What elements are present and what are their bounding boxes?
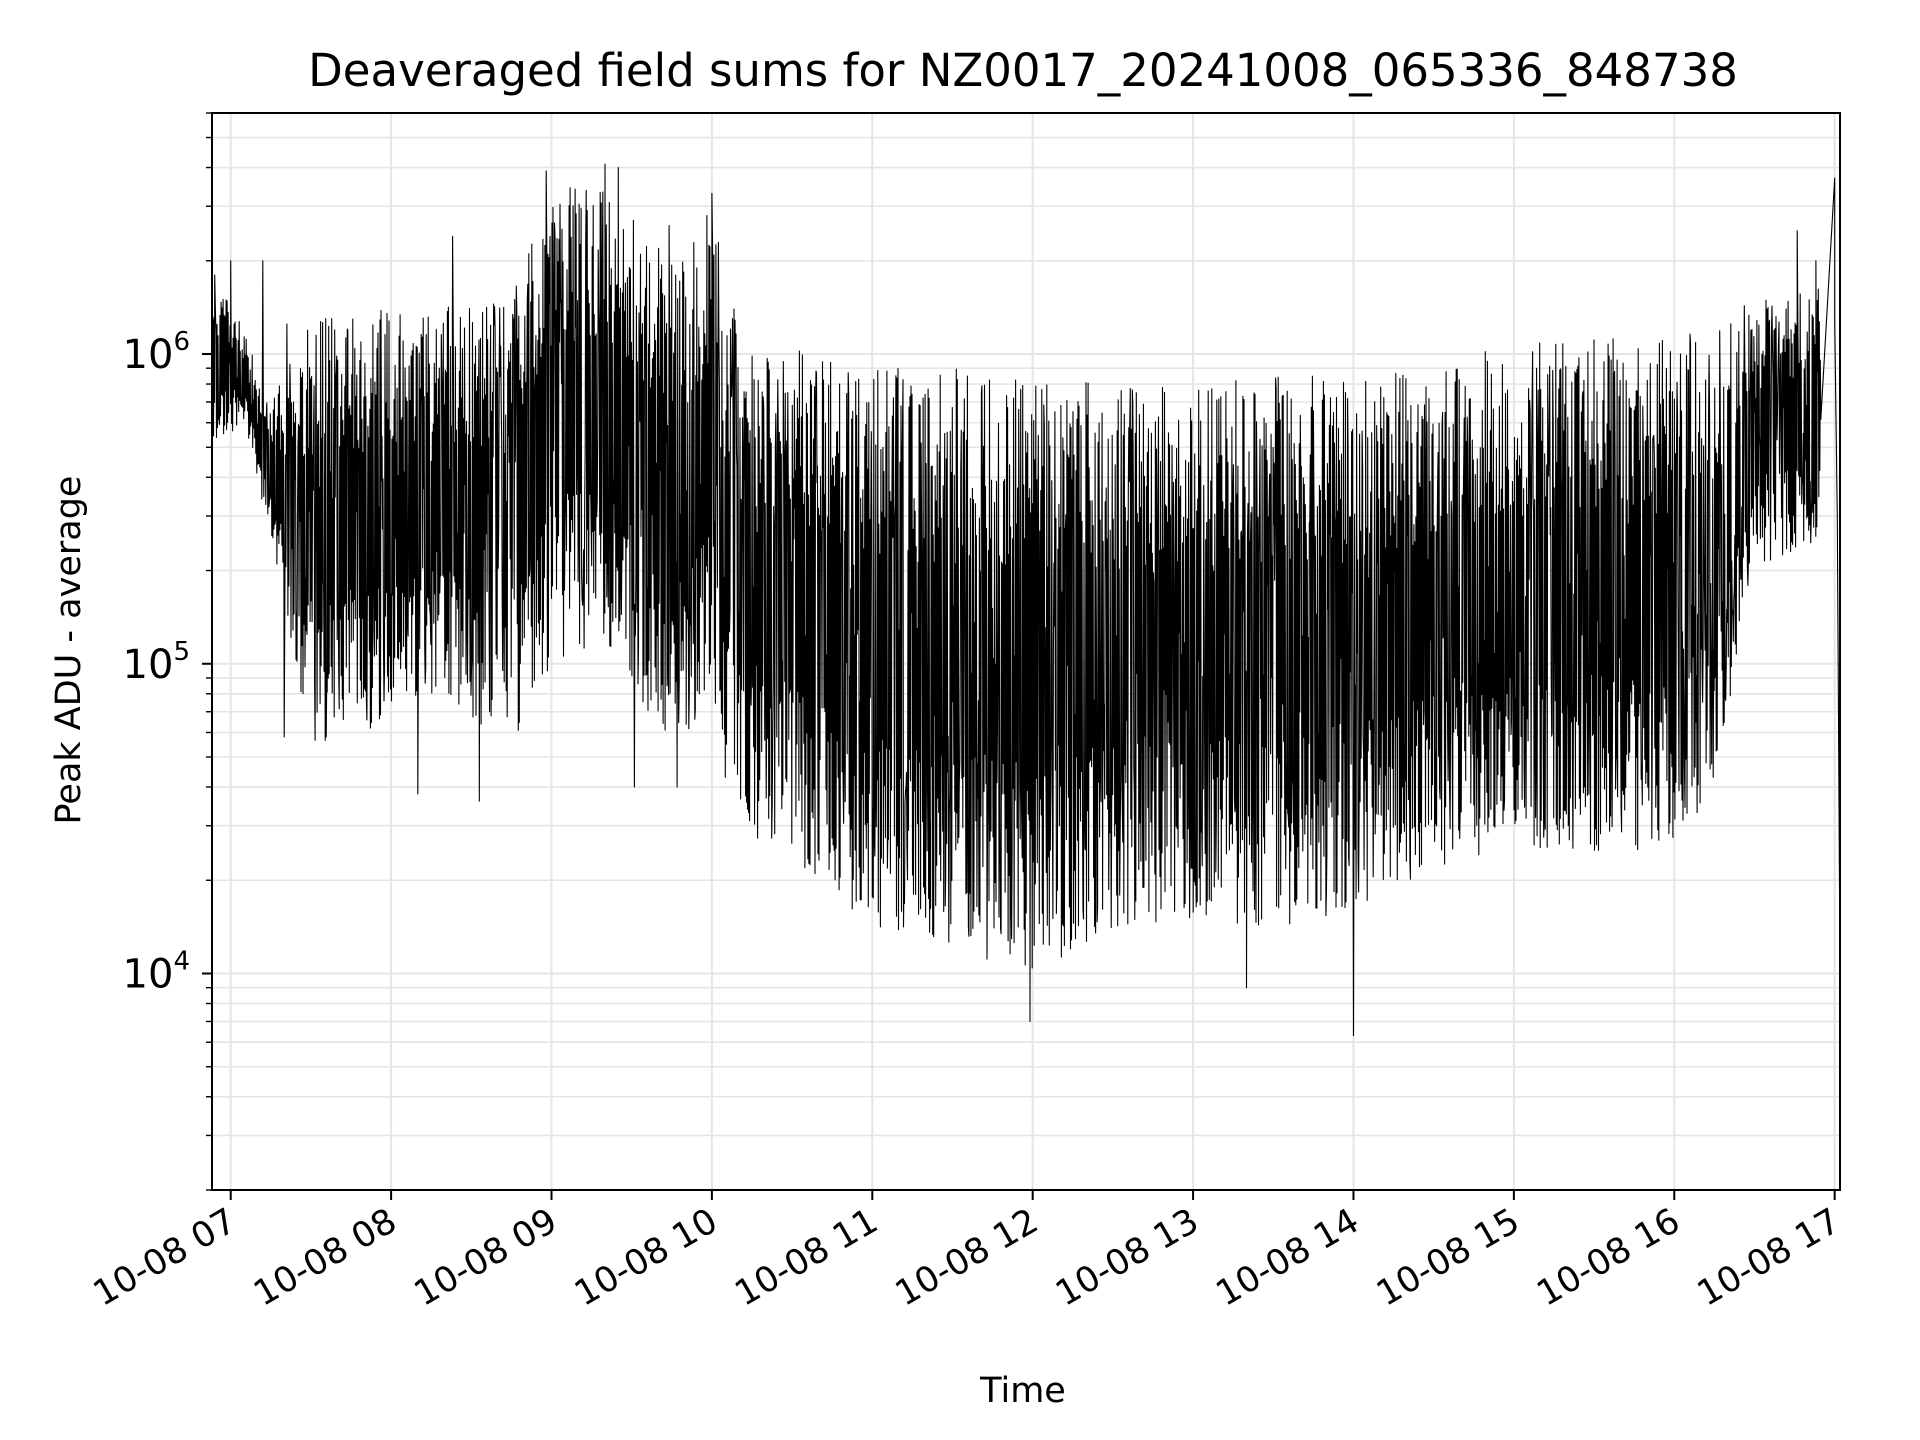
y-tick-label: 106	[123, 327, 190, 378]
x-tick-label: 10-08 08	[247, 1201, 403, 1314]
x-tick-label: 10-08 16	[1530, 1201, 1686, 1314]
x-tick-label: 10-08 15	[1370, 1201, 1526, 1314]
x-tick-label: 10-08 07	[87, 1201, 243, 1314]
x-axis: 10-08 07 10-08 08 10-08 09 10-08 10 10-08 11…	[87, 1190, 1847, 1314]
x-axis-label: Time	[979, 1371, 1066, 1411]
data-series	[211, 163, 1841, 1150]
x-tick-label: 10-08 12	[889, 1201, 1045, 1314]
chart-title: Deaveraged field sums for NZ0017_2024100…	[308, 44, 1738, 97]
y-axis-label: Peak ADU - average	[49, 476, 89, 825]
x-tick-label: 10-08 13	[1049, 1201, 1205, 1314]
y-tick-label: 105	[123, 637, 190, 688]
series-line	[211, 163, 1841, 1150]
y-tick-label: 104	[123, 947, 190, 998]
x-tick-label: 10-08 14	[1210, 1201, 1366, 1314]
x-tick-label: 10-08 09	[408, 1201, 564, 1314]
x-tick-label: 10-08 17	[1691, 1201, 1847, 1314]
plot-frame	[211, 112, 1841, 1191]
x-tick-label: 10-08 10	[568, 1201, 724, 1314]
x-tick-label: 10-08 11	[728, 1201, 884, 1314]
y-axis: 104 105 106	[123, 112, 212, 1191]
